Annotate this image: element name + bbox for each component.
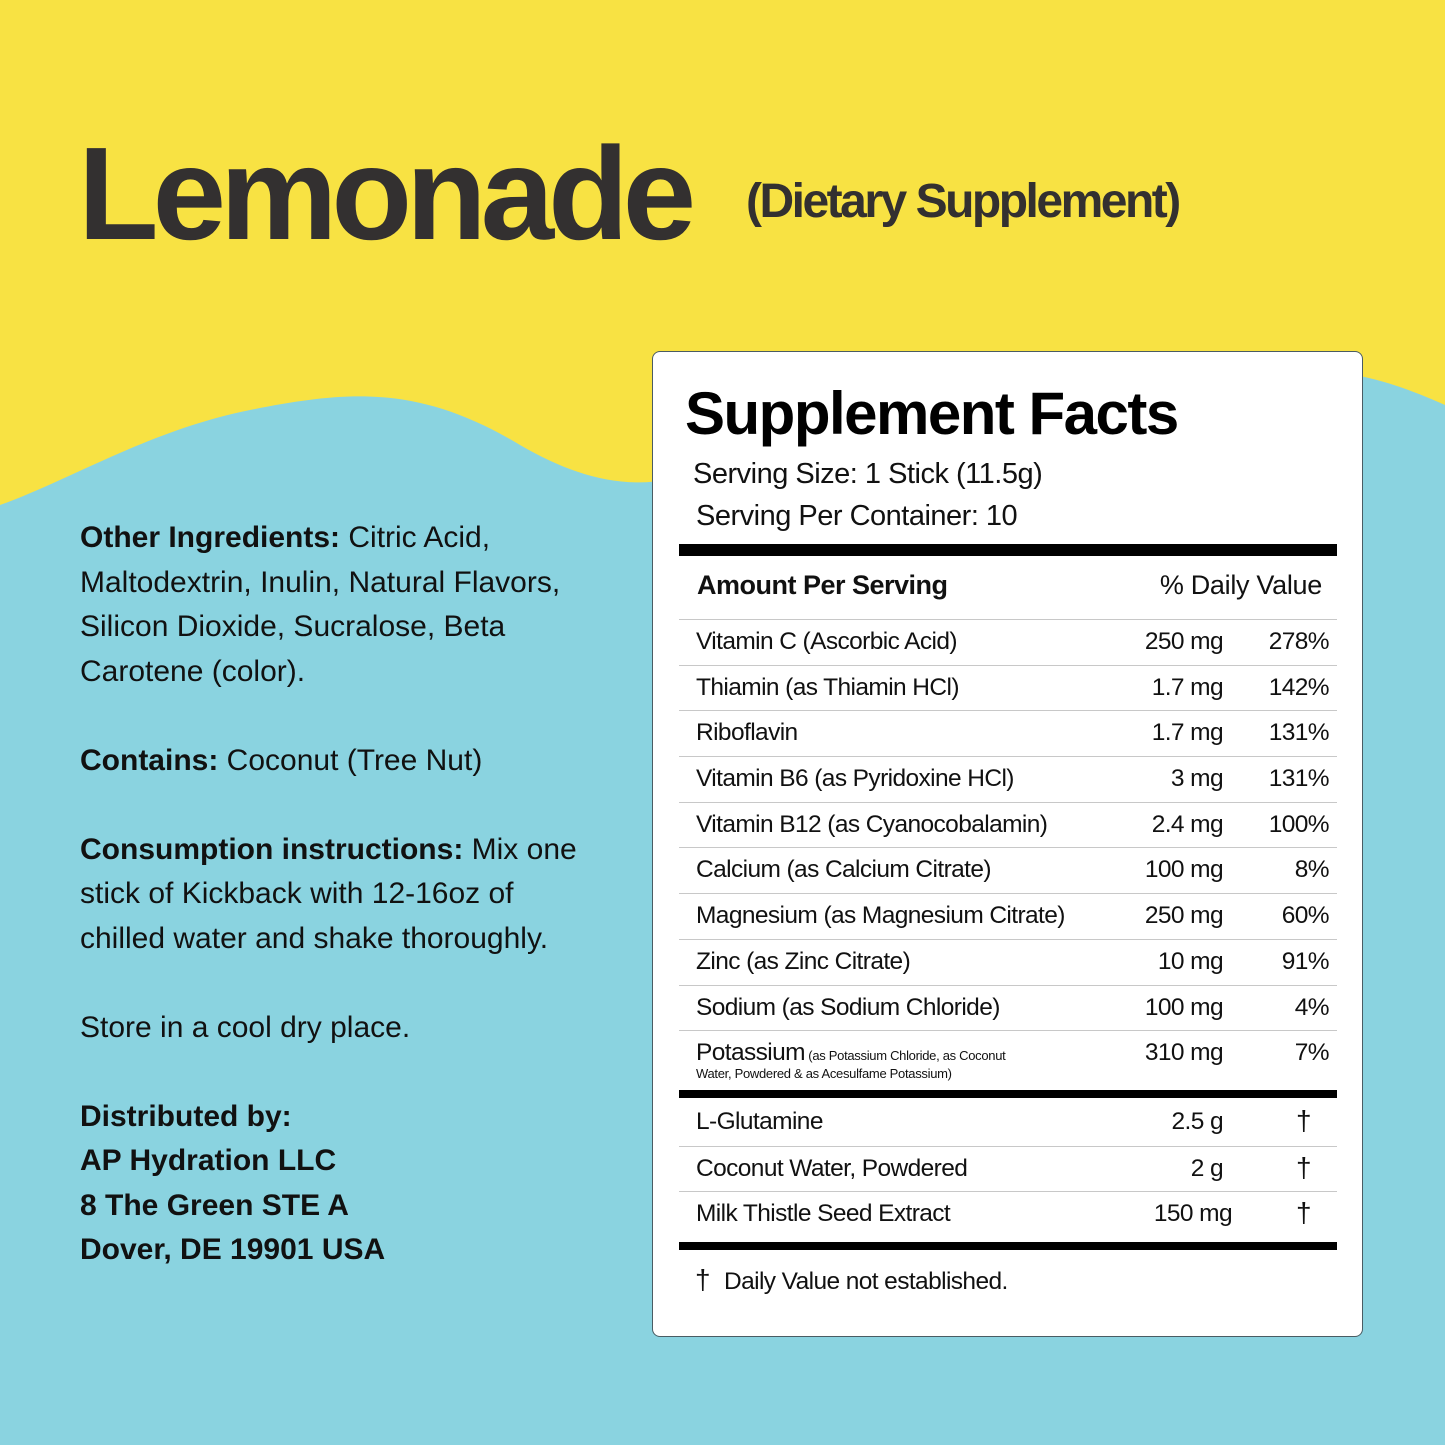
table-row: Calcium (as Calcium Citrate) 100 mg 8% — [679, 847, 1337, 893]
distributor-name: AP Hydration LLC — [80, 1144, 337, 1177]
consumption-instructions: Consumption instructions: Mix one — [80, 832, 577, 866]
nutrient-table: Vitamin C (Ascorbic Acid) 250 mg 278% Thia… — [679, 619, 1337, 1088]
divider-medium — [679, 1242, 1337, 1250]
distributor-street: 8 The Green STE A — [80, 1188, 349, 1222]
servings-per-container: Serving Per Container: 10 — [696, 500, 1018, 532]
consumption-label: Consumption instructions: — [80, 832, 464, 866]
other-ingredients: Other Ingredients: Citric Acid, — [80, 521, 491, 554]
dagger-icon: † — [1296, 1197, 1312, 1229]
other-ingredients-label: Other Ingredients: — [80, 521, 341, 554]
table-row: Magnesium (as Magnesium Citrate) 250 mg 60… — [679, 893, 1337, 939]
product-subtitle: (Dietary Supplement) — [746, 175, 1181, 228]
amount-per-serving-header: Amount Per Serving — [697, 570, 948, 600]
table-row: L-Glutamine 2.5 g † — [696, 1105, 1312, 1136]
facts-title: Supplement Facts — [685, 380, 1179, 447]
serving-size: Serving Size: 1 Stick (11.5g) — [693, 458, 1043, 490]
product-info: Other Ingredients: Citric Acid, Maltodex… — [80, 516, 640, 1273]
table-row: Zinc (as Zinc Citrate) 10 mg 91% — [679, 938, 1337, 985]
distributor-city: Dover, DE 19901 USA — [80, 1233, 386, 1266]
table-row: Vitamin B6 (as Pyridoxine HCl) 3 mg 131% — [679, 756, 1337, 802]
supplement-facts-panel: Supplement Facts Serving Size: 1 Stick (… — [652, 351, 1363, 1337]
table-row: Vitamin C (Ascorbic Acid) 250 mg 278% — [679, 619, 1337, 665]
footnote: † Daily Value not established. — [695, 1264, 1008, 1295]
table-row: Thiamin (as Thiamin HCl) 1.7 mg 142% — [679, 664, 1337, 711]
contains: Contains: Coconut (Tree Nut) — [80, 743, 483, 777]
dagger-icon: † — [695, 1264, 711, 1295]
daily-value-header: % Daily Value — [1159, 570, 1322, 600]
dagger-icon: † — [1296, 1151, 1312, 1183]
distributor-label: Distributed by: — [80, 1099, 292, 1133]
storage-note: Store in a cool dry place. — [80, 1010, 411, 1044]
product-title: Lemonade — [78, 120, 696, 267]
divider-thick — [679, 544, 1337, 556]
other-ingredients-table: L-Glutamine 2.5 g † Coconut Water, Powdere… — [679, 1100, 1337, 1237]
table-row: Potassium (as Potassium Chloride, as Coc… — [679, 1030, 1337, 1088]
table-row: Sodium (as Sodium Chloride) 100 mg 4% — [679, 984, 1337, 1031]
contains-label: Contains: — [80, 743, 219, 777]
table-row: Milk Thistle Seed Extract 150 mg † — [679, 1191, 1337, 1237]
table-row: Riboflavin 1.7 mg 131% — [679, 710, 1337, 756]
table-row: Vitamin B12 (as Cyanocobalamin) 2.4 mg 100… — [679, 801, 1337, 848]
dagger-icon: † — [1296, 1105, 1312, 1136]
table-row: Coconut Water, Powdered 2 g † — [679, 1145, 1337, 1192]
divider-medium — [679, 1090, 1337, 1098]
